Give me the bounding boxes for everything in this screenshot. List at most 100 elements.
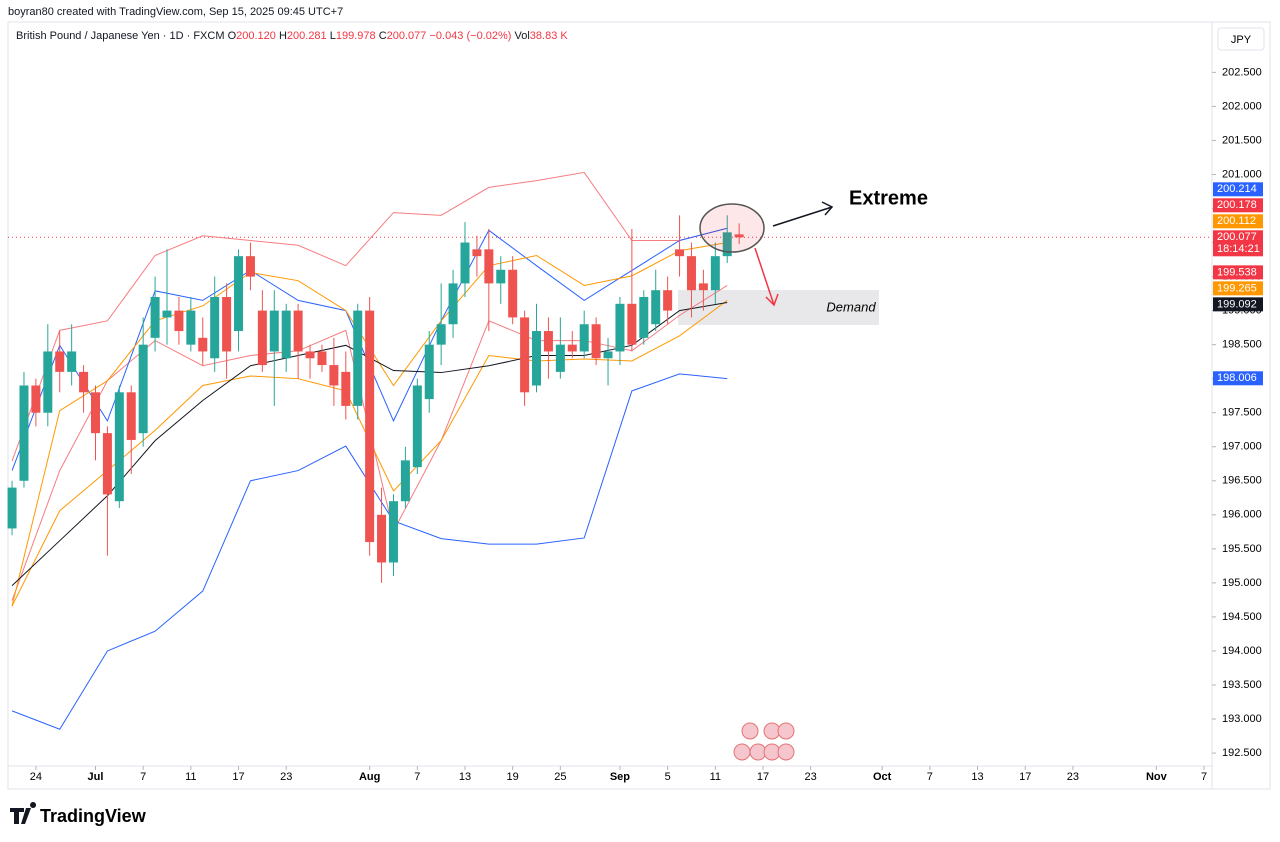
x-tick-label: 19	[507, 771, 519, 783]
candle-body	[472, 249, 482, 257]
change: −0.043 (−0.02%)	[429, 30, 512, 42]
y-tick-label: 195.500	[1222, 543, 1262, 555]
x-tick-label: 24	[30, 771, 42, 783]
candle-body	[67, 351, 77, 372]
candle-body	[508, 269, 518, 318]
y-tick-label: 201.500	[1222, 134, 1262, 146]
price-label: 200.077	[1217, 231, 1257, 243]
candle-body	[532, 331, 542, 386]
candle-body	[102, 433, 112, 495]
candle-body	[126, 392, 136, 440]
candle-body	[520, 317, 530, 393]
x-tick-label: 23	[805, 771, 817, 783]
y-tick-label: 202.500	[1222, 66, 1262, 78]
candle-body	[186, 310, 196, 345]
price-label-box	[1213, 371, 1263, 386]
price-label: 200.214	[1217, 183, 1257, 195]
ohlc-key: L	[329, 30, 336, 42]
candle-body	[651, 290, 661, 325]
currency: JPY	[1231, 34, 1252, 46]
x-tick-label: 11	[185, 771, 196, 783]
candle-body	[734, 234, 744, 238]
candle-body	[722, 232, 732, 257]
candle-body	[245, 256, 255, 277]
candle-body	[293, 310, 303, 352]
price-label: 199.265	[1217, 282, 1257, 294]
price-label: 199.538	[1217, 266, 1257, 278]
x-tick-label: Sep	[610, 771, 630, 783]
candle-body	[567, 344, 577, 352]
y-tick-label: 197.500	[1222, 407, 1262, 419]
candle-body	[484, 249, 494, 284]
candle-body	[365, 310, 375, 543]
candle-body	[43, 351, 53, 413]
event-icons[interactable]	[733, 722, 795, 761]
y-tick-label: 193.000	[1222, 713, 1262, 725]
price-label-box	[1213, 281, 1263, 296]
candle-body	[353, 310, 363, 406]
candle-body	[31, 385, 41, 413]
credit: boyran80 created with TradingView.com, S…	[8, 6, 344, 18]
candle-body	[627, 303, 637, 345]
candle-body	[603, 351, 613, 359]
x-tick-label: 13	[459, 771, 471, 783]
candle-body	[496, 269, 506, 284]
candle-body	[7, 487, 17, 529]
candle-body	[412, 385, 422, 468]
x-tick-label: Oct	[873, 771, 892, 783]
ohlc-key: C	[378, 30, 387, 42]
x-tick-label: 25	[554, 771, 566, 783]
candle-body	[329, 365, 339, 386]
candle-body	[686, 256, 696, 291]
candle-body	[79, 371, 89, 393]
x-tick-label: 17	[757, 771, 769, 783]
y-tick-label: 196.000	[1222, 509, 1262, 521]
price-label: 200.178	[1217, 199, 1257, 211]
vol: 38.83 K	[529, 30, 568, 42]
legend: British Pound / Japanese Yen · 1D · FXCM…	[16, 30, 568, 42]
y-tick-label: 193.500	[1222, 679, 1262, 691]
ohlc-key: H	[278, 30, 287, 42]
currency-box[interactable]	[1217, 27, 1265, 51]
x-tick-label: 17	[232, 771, 244, 783]
candle-body	[234, 256, 244, 332]
y-tick-label: 196.500	[1222, 475, 1262, 487]
x-tick-label: 17	[1019, 771, 1031, 783]
price-label-box	[1213, 230, 1263, 257]
price-label-box	[1213, 214, 1263, 229]
candle-body	[460, 242, 470, 284]
x-tick-label: 7	[1201, 771, 1207, 783]
candle-body	[579, 324, 589, 352]
x-tick-label: 11	[710, 771, 721, 783]
candle-body	[543, 331, 553, 352]
demand-label: Demand	[826, 299, 876, 314]
price-label: 200.112	[1217, 215, 1256, 227]
x-tick-label: Jul	[88, 771, 104, 783]
countdown: 18:14:21	[1217, 243, 1260, 255]
candle-body	[257, 310, 267, 366]
candle-body	[55, 351, 65, 372]
candle-body	[591, 324, 601, 359]
extreme-circle	[699, 203, 765, 253]
logo-text: TradingView	[40, 806, 147, 826]
y-tick-label: 195.000	[1222, 577, 1262, 589]
candle-body	[424, 344, 434, 400]
x-tick-label: 5	[665, 771, 671, 783]
candle-body	[675, 249, 685, 257]
indicator-line	[11, 171, 728, 462]
candle-body	[210, 297, 220, 359]
y-tick-label: 197.000	[1222, 441, 1262, 453]
candle-body	[400, 460, 410, 502]
arrow	[754, 247, 775, 306]
y-tick-label: 194.500	[1222, 611, 1262, 623]
candle-body	[377, 514, 387, 563]
price-label-box	[1213, 182, 1263, 197]
price-label-box	[1213, 265, 1263, 280]
candle-body	[162, 310, 172, 318]
candle-body	[281, 310, 291, 359]
x-tick-label: 7	[414, 771, 420, 783]
candle-body	[639, 297, 649, 338]
candle-body	[555, 344, 565, 372]
